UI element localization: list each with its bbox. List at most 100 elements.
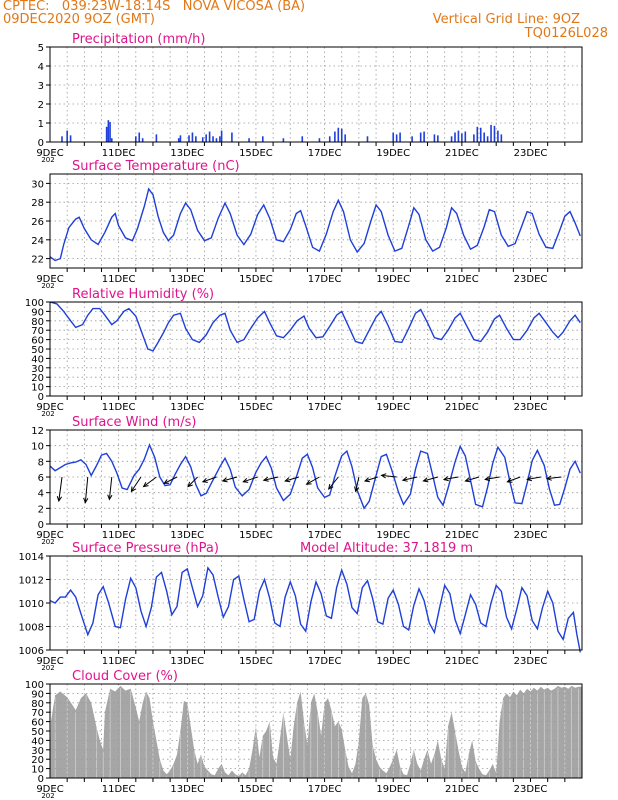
pressure-xtick-label: 21DEC <box>445 656 479 667</box>
temp-xtick-label: 13DEC <box>170 274 204 285</box>
precip-bar <box>450 136 453 142</box>
wind-arrow <box>355 476 360 492</box>
wind-arrow <box>187 476 198 487</box>
cloud-ytick-label: 60 <box>31 718 44 729</box>
rh-year-label: 202 <box>41 410 54 418</box>
wind-arrow <box>163 476 178 484</box>
pressure-xtick-label: 19DEC <box>376 656 410 667</box>
temp-xtick-label: 17DEC <box>308 274 342 285</box>
precip-bar <box>69 135 72 142</box>
wind-panel <box>46 429 583 528</box>
cloud-xtick-label: 9DEC <box>36 784 63 795</box>
precip-bar <box>109 122 111 142</box>
wind-arrow <box>364 476 378 482</box>
cloud-ytick-label: 70 <box>31 708 44 719</box>
precip-ytick-label: 5 <box>38 43 44 54</box>
precip-bar <box>454 132 456 142</box>
precip-bar <box>105 126 108 142</box>
wind-title: Surface Wind (m/s) <box>72 415 196 430</box>
wind-arrow-head <box>221 477 228 483</box>
precip-xtick-label: 19DEC <box>376 148 410 159</box>
pressure-panel <box>46 555 583 654</box>
precip-panel <box>46 46 583 146</box>
rh-ytick-label: 100 <box>25 298 44 309</box>
wind-xtick-label: 17DEC <box>308 530 342 541</box>
temp-series-line <box>49 187 581 262</box>
rh-xtick-label: 21DEC <box>445 402 479 413</box>
wind-arrow <box>130 476 142 492</box>
pressure-ytick-label: 1012 <box>19 576 44 587</box>
wind-arrow <box>58 476 63 502</box>
temp-panel <box>46 173 583 272</box>
cloud-xtick-label: 13DEC <box>170 784 204 795</box>
pressure-xtick-label: 13DEC <box>170 656 204 667</box>
precip-ytick-label: 0 <box>38 138 44 149</box>
wind-arrow <box>84 476 89 503</box>
rh-ytick-label: 70 <box>31 326 44 337</box>
rh-ytick-label: 80 <box>31 317 44 328</box>
rh-frame <box>49 301 583 397</box>
wind-year-label: 202 <box>41 538 54 546</box>
wind-arrow <box>143 476 157 488</box>
pressure-frame <box>49 555 583 651</box>
pressure-ytick-label: 1008 <box>19 623 44 634</box>
precip-xtick-label: 23DEC <box>514 148 548 159</box>
temp-frame <box>49 173 583 269</box>
wind-xtick-label: 15DEC <box>239 530 273 541</box>
pressure-year-label: 202 <box>41 664 54 672</box>
precip-bar <box>490 124 492 142</box>
pressure-series-line <box>49 566 581 653</box>
precip-bar <box>208 131 211 142</box>
wind-xtick-label: 23DEC <box>514 530 548 541</box>
precip-bar <box>461 133 463 142</box>
wind-arrow <box>285 476 299 482</box>
wind-arrow-head <box>354 486 360 493</box>
wind-arrow <box>328 476 339 490</box>
header-run-date: 09DEC2020 9OZ (GMT) <box>3 12 155 27</box>
wind-ytick-label: 6 <box>38 473 44 484</box>
precip-bar <box>479 127 482 142</box>
pressure-xtick-label: 17DEC <box>308 656 342 667</box>
cloud-ytick-label: 0 <box>38 774 44 785</box>
precip-bar <box>301 136 304 142</box>
wind-xtick-label: 19DEC <box>376 530 410 541</box>
wind-arrow <box>423 476 438 482</box>
wind-arrow-head <box>163 479 170 484</box>
precip-bar <box>395 134 398 142</box>
temp-ytick-label: 30 <box>31 179 44 190</box>
cloud-area <box>50 685 582 778</box>
wind-arrow-head <box>305 479 312 485</box>
precip-bar <box>262 136 264 142</box>
rh-xtick-label: 23DEC <box>514 402 548 413</box>
precip-bar <box>411 136 413 142</box>
pressure-xtick-label: 9DEC <box>36 656 63 667</box>
precip-xtick-label: 13DEC <box>170 148 204 159</box>
wind-arrow-head <box>142 481 149 488</box>
wind-arrow <box>507 476 521 483</box>
rh-ytick-label: 60 <box>31 336 44 347</box>
precip-frame <box>49 46 583 143</box>
rh-ytick-label: 50 <box>31 345 44 356</box>
rh-ytick-label: 90 <box>31 307 44 318</box>
pressure-title: Surface Pressure (hPa) <box>72 541 219 556</box>
wind-arrow-head <box>130 486 136 493</box>
cloud-xtick-label: 15DEC <box>239 784 273 795</box>
temp-xtick-label: 15DEC <box>239 274 273 285</box>
precip-bar <box>366 136 369 142</box>
precip-bar <box>282 138 285 142</box>
precip-bar <box>464 131 467 142</box>
cloud-ytick-label: 50 <box>31 727 44 738</box>
precip-xtick-label: 15DEC <box>239 148 273 159</box>
wind-frame <box>49 429 583 525</box>
header-station: CPTEC: 039:23W-18:14S NOVA VICOSA (BA) <box>3 0 306 14</box>
temp-xtick-label: 21DEC <box>445 274 479 285</box>
pressure-xtick-label: 15DEC <box>239 656 273 667</box>
pressure-extra-label: Model Altitude: 37.1819 m <box>300 541 473 556</box>
cloud-xtick-label: 17DEC <box>308 784 342 795</box>
precip-year-label: 202 <box>41 156 54 164</box>
precip-ytick-label: 4 <box>38 62 44 73</box>
precip-bar <box>473 134 475 142</box>
wind-arrow-head <box>83 497 89 504</box>
precip-bar <box>107 120 110 142</box>
cloud-ytick-label: 10 <box>31 765 44 776</box>
